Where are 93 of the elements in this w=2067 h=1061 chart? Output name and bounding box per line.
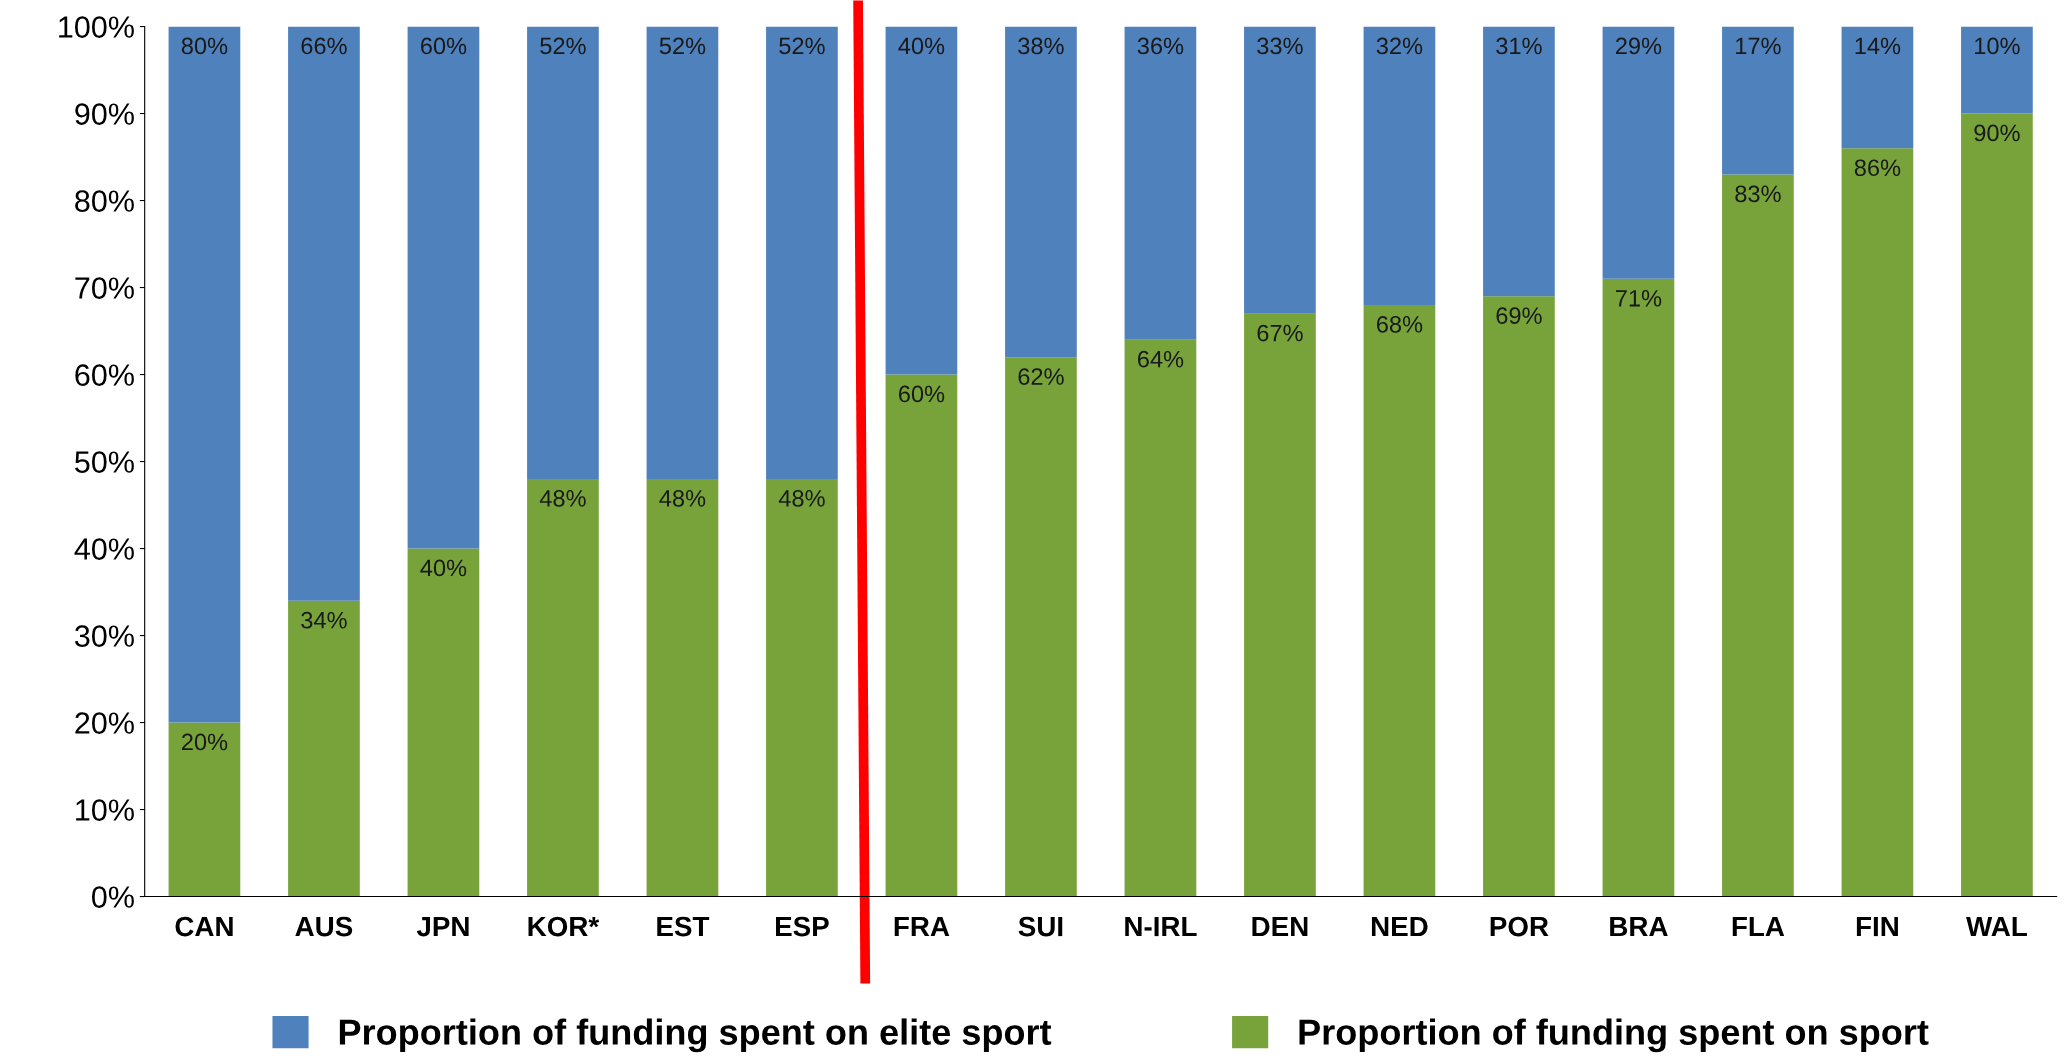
data-label: 48%: [539, 490, 586, 507]
x-tick-label: AUS: [295, 916, 353, 937]
bar: [407, 26, 480, 549]
legend-label: Proportion of funding spent on elite sport: [339, 1018, 1052, 1053]
data-label: 36%: [1137, 37, 1184, 55]
data-label: 60%: [899, 385, 945, 403]
x-tick-label: JPN: [416, 917, 469, 937]
bar: [288, 26, 360, 601]
bar: [1124, 339, 1197, 897]
bar: [1722, 174, 1794, 897]
data-label: 66%: [301, 37, 347, 55]
bar: [885, 374, 958, 897]
data-label: 67%: [1257, 324, 1303, 342]
data-label: 32%: [1376, 37, 1423, 55]
data-label: 64%: [1138, 350, 1184, 368]
bar: [1244, 313, 1316, 897]
x-tick-label: WAL: [1966, 917, 2027, 937]
x-tick-label: CAN: [175, 916, 233, 937]
x-tick-label: FRA: [894, 917, 950, 937]
bar: [1005, 26, 1077, 358]
data-label: 80%: [181, 37, 228, 55]
x-tick-label: EST: [657, 916, 710, 937]
bar: [1005, 357, 1077, 897]
bar: [1602, 278, 1675, 897]
data-label: 20%: [182, 733, 228, 751]
data-label: 48%: [659, 490, 706, 507]
data-label: 86%: [1854, 159, 1901, 177]
bar: [646, 26, 719, 479]
x-tick-label: POR: [1490, 916, 1549, 937]
data-label: 69%: [1496, 307, 1542, 325]
data-label: 83%: [1735, 185, 1781, 203]
bar: [885, 26, 958, 375]
bar: [1722, 26, 1794, 175]
bar: [168, 26, 241, 723]
y-tick-label: 50%: [75, 451, 134, 473]
bar: [766, 478, 838, 897]
data-label: 38%: [1018, 37, 1064, 55]
bar: [1483, 296, 1555, 897]
data-label: 52%: [540, 37, 586, 55]
x-tick-label: N-IRL: [1125, 917, 1197, 937]
bar: [1602, 26, 1675, 279]
bar: [1483, 26, 1555, 297]
x-tick-label: NED: [1371, 917, 1428, 937]
data-label: 60%: [421, 37, 467, 55]
data-label: 90%: [1974, 124, 2020, 142]
data-label: 34%: [301, 611, 347, 629]
data-label: 17%: [1736, 37, 1781, 55]
y-tick-label: 10%: [76, 799, 134, 821]
bar: [1841, 26, 1914, 149]
x-tick-label: DEN: [1252, 917, 1308, 937]
data-label: 71%: [1616, 290, 1662, 307]
bar: [527, 26, 599, 479]
x-tick-label: FLA: [1732, 917, 1785, 937]
data-label: 52%: [779, 37, 825, 55]
bar: [527, 478, 599, 897]
data-label: 40%: [898, 37, 945, 55]
x-tick-label: KOR*: [528, 916, 600, 937]
data-label: 33%: [1257, 37, 1303, 55]
y-tick-label: 60%: [75, 364, 134, 386]
bar: [1244, 26, 1316, 314]
bar: [407, 548, 480, 897]
x-tick-label: BRA: [1610, 917, 1668, 937]
bar: [1124, 26, 1197, 340]
bar: [1961, 113, 2033, 897]
y-tick-label: 40%: [74, 538, 134, 560]
y-tick-label: 70%: [75, 277, 134, 299]
bar: [168, 722, 241, 897]
y-tick-label: 90%: [75, 103, 134, 125]
y-tick-label: 80%: [75, 190, 134, 212]
data-label: 29%: [1615, 37, 1662, 55]
data-label: 10%: [1975, 37, 2020, 55]
data-label: 52%: [659, 37, 706, 55]
y-tick-label: 20%: [75, 712, 134, 734]
x-tick-label: SUI: [1018, 916, 1063, 937]
y-tick-label: 0%: [92, 886, 134, 908]
data-label: 40%: [420, 559, 467, 577]
x-tick-label: ESP: [776, 916, 829, 937]
bar: [646, 478, 719, 897]
bar: [1363, 26, 1436, 305]
y-tick-label: 100%: [59, 16, 134, 38]
legend-label: Proportion of funding spent on sport: [1299, 1018, 1929, 1053]
data-label: 14%: [1855, 37, 1901, 55]
x-tick-label: FIN: [1856, 917, 1898, 937]
bar: [288, 600, 360, 897]
data-label: 48%: [778, 490, 825, 507]
bar: [1841, 148, 1914, 897]
bar: [766, 26, 838, 479]
bar: [1363, 304, 1436, 897]
y-tick-label: 30%: [74, 625, 134, 647]
bar: [1961, 26, 2033, 114]
data-label: 68%: [1376, 316, 1423, 333]
data-label: 62%: [1018, 368, 1064, 385]
data-label: 31%: [1496, 37, 1542, 55]
